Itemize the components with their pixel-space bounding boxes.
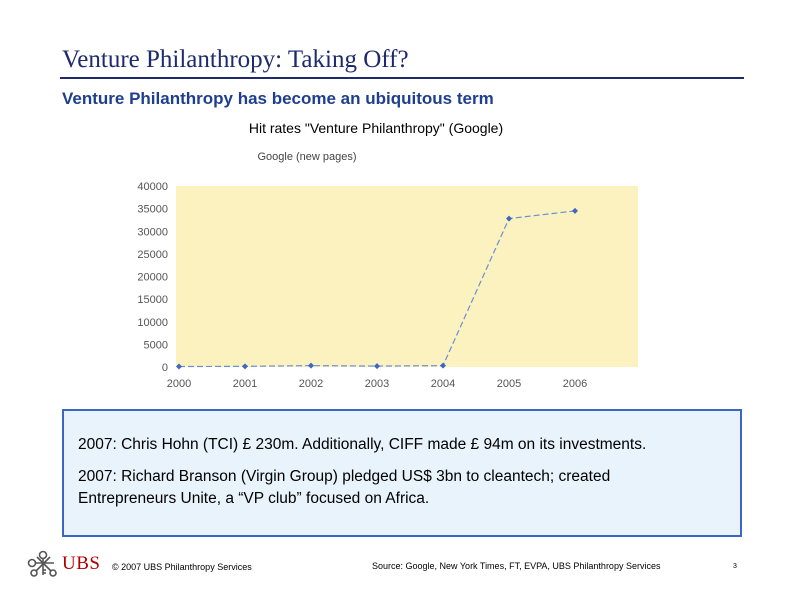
chart-caption: Hit rates "Venture Philanthropy" (Google… [248,120,504,136]
slide-subtitle: Venture Philanthropy has become an ubiqu… [62,89,494,108]
data-point [440,362,446,369]
y-tick-label: 10000 [137,317,168,329]
textbox-line-3: Entrepreneurs Unite, a “VP club” focused… [78,490,430,507]
y-tick-label: 15000 [137,294,168,306]
y-tick-label: 40000 [137,181,168,193]
data-point [506,215,512,222]
data-point [374,363,380,370]
highlight-textbox: 2007: Chris Hohn (TCI) £ 230m. Additiona… [62,409,742,537]
x-tick-label: 2000 [167,378,191,390]
y-tick-label: 20000 [137,272,168,284]
x-tick-label: 2003 [365,378,389,390]
page-number: 3 [733,563,737,570]
x-tick-label: 2006 [563,378,587,390]
y-tick-label: 5000 [144,339,168,351]
data-point [572,207,578,214]
data-point [176,363,182,370]
ubs-keys-icon [27,550,57,577]
y-tick-label: 25000 [137,249,168,261]
source-text: Source: Google, New York Times, FT, EVPA… [372,561,661,571]
ubs-logo-text: UBS [62,553,101,574]
x-tick-label: 2002 [299,378,323,390]
ubs-logo: UBS [26,549,100,579]
y-tick-label: 0 [162,362,168,374]
chart-title: Google (new pages) [257,151,356,163]
y-tick-label: 35000 [137,204,168,216]
x-tick-label: 2004 [431,378,455,390]
x-tick-label: 2001 [233,378,257,390]
copyright-text: © 2007 UBS Philanthropy Services [112,562,252,572]
data-point [242,363,248,370]
y-tick-label: 30000 [137,226,168,238]
textbox-line-1: 2007: Chris Hohn (TCI) £ 230m. Additiona… [78,436,647,453]
x-tick-label: 2005 [497,378,521,390]
line-chart: Google (new pages) 0 5000 10000 15000 20000 25… [137,151,638,390]
plot-area [176,186,638,367]
textbox-line-2: 2007: Richard Branson (Virgin Group) ple… [78,468,611,485]
data-point [308,362,314,369]
chart-caption-wrap: Hit rates "Venture Philanthropy" (Google… [0,120,792,136]
title-divider [60,77,744,79]
slide-title: Venture Philanthropy: Taking Off? [62,46,409,73]
